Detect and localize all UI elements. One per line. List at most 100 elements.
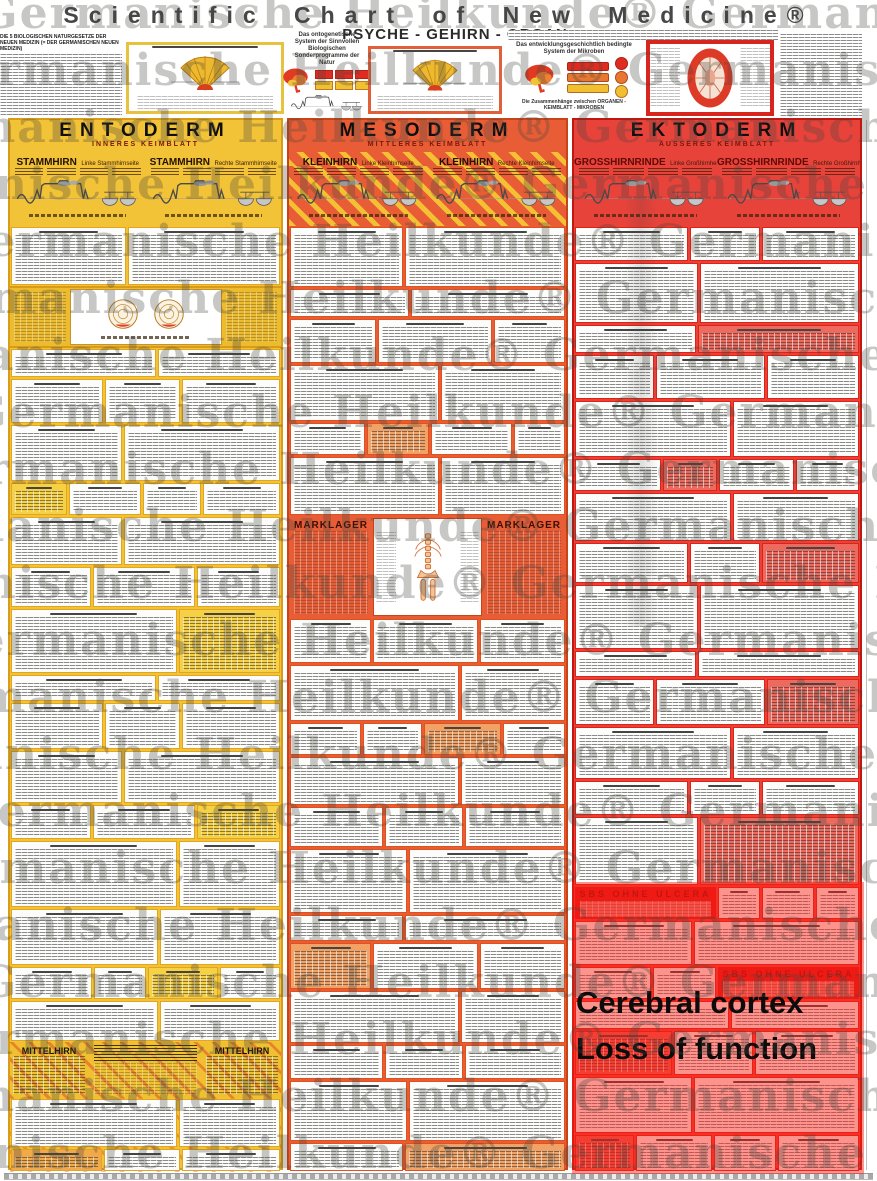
cell-grid-segment — [10, 348, 281, 908]
data-cell — [11, 349, 157, 377]
cell-grid-segment — [574, 920, 860, 966]
data-cell — [362, 723, 423, 755]
microbe-circle-red — [614, 57, 628, 70]
data-cell — [290, 915, 404, 941]
column-entoderm: ENTODERM INNERES KEIMBLATT STAMMHIRN Lin… — [8, 118, 283, 1172]
data-cell — [158, 675, 280, 701]
data-cell — [409, 1081, 565, 1141]
data-cell — [655, 355, 766, 399]
fan-box-text — [377, 96, 493, 111]
scallop-fan-icon — [395, 54, 475, 96]
data-cell — [699, 585, 859, 649]
box-text-right — [740, 48, 770, 108]
data-cell — [575, 781, 688, 815]
data-cell — [123, 425, 280, 481]
data-cell — [815, 887, 859, 919]
marklager-label-right: MARKLAGER — [487, 520, 561, 531]
data-cell — [575, 493, 731, 541]
mesoderm-subtitle: MITTLERES KEIMBLATT — [367, 141, 488, 148]
brain-side-icon — [280, 67, 314, 93]
laws-heading: DIE 5 BIOLOGISCHEN NATURGESETZE DER NEUE… — [0, 34, 119, 52]
data-cell — [694, 921, 859, 965]
data-cell — [11, 675, 157, 701]
data-cell — [575, 1135, 635, 1171]
column-mesoderm: MESODERM MITTLERES KEIMBLATT KLEINHIRN L… — [287, 118, 568, 1171]
data-cell — [11, 483, 68, 515]
data-cell — [440, 457, 565, 515]
data-cell — [290, 365, 439, 421]
data-cell — [196, 805, 280, 839]
data-cell — [575, 1031, 672, 1075]
data-cell — [778, 1135, 859, 1171]
two-phase-wave-icon — [290, 93, 364, 115]
data-cell — [11, 805, 91, 839]
data-cell — [94, 967, 146, 999]
data-cell — [575, 921, 693, 965]
data-cell — [11, 227, 126, 285]
kleinhirn-fan-box — [368, 46, 502, 114]
data-cell — [290, 1045, 383, 1079]
yellow-block — [315, 81, 333, 90]
red-block — [335, 70, 353, 79]
data-cell — [730, 1001, 859, 1029]
stammhirn-right-header: STAMMHIRN Rechte Stammhirnseite — [149, 157, 277, 166]
brain-diagram-box — [69, 289, 222, 345]
data-cell — [290, 289, 409, 317]
two-phase-wave-icon — [13, 178, 143, 212]
data-cell — [160, 909, 280, 965]
data-cell — [11, 703, 103, 749]
column-ektoderm: EKTODERM ÄUSSERES KEIMBLATT GROSSHIRNRIN… — [572, 118, 864, 1174]
data-cell — [104, 379, 180, 423]
kleinhirn-left-header: KLEINHIRN Linke Kleinhirnseite — [302, 157, 414, 166]
data-cell — [11, 841, 177, 907]
data-cell — [405, 1143, 565, 1171]
data-cell — [178, 841, 280, 907]
mesoderm-wave-band — [289, 166, 566, 226]
cell-grid-segment — [10, 908, 281, 1042]
data-cell — [290, 1143, 404, 1171]
data-cell — [384, 807, 463, 847]
data-cell — [575, 263, 698, 323]
marklager-band: MARKLAGER MARKLAGER — [289, 516, 566, 618]
data-cell — [290, 1081, 408, 1141]
data-cell — [796, 459, 859, 491]
data-cell — [11, 567, 91, 607]
data-cell — [479, 619, 565, 663]
data-cell — [575, 1001, 729, 1029]
data-cell — [761, 227, 860, 261]
data-cell — [461, 665, 565, 721]
data-cell — [575, 817, 698, 885]
data-cell — [11, 909, 159, 965]
brain-side-icon — [521, 63, 561, 93]
data-cell — [713, 1135, 776, 1171]
mittelhirn-label-left: MITTELHIRN — [21, 1046, 77, 1056]
data-cell — [181, 379, 280, 423]
data-cell — [290, 423, 366, 455]
grosshirn-cross-section-box — [646, 40, 774, 116]
microbe-circle-orange — [614, 71, 628, 84]
data-cell — [513, 423, 565, 455]
data-cell — [290, 619, 372, 663]
data-cell — [732, 727, 859, 779]
data-cell — [699, 817, 859, 885]
mittelhirn-band: MITTELHIRN MITTELHIRN — [10, 1042, 281, 1098]
data-cell — [384, 1045, 463, 1079]
data-cell — [689, 543, 760, 583]
data-cell — [699, 263, 859, 323]
note-lines — [508, 30, 778, 40]
data-cell — [698, 651, 859, 677]
data-cell — [290, 457, 439, 515]
data-cell — [69, 483, 141, 515]
data-cell — [92, 805, 195, 839]
data-cell — [290, 807, 383, 847]
data-cell — [732, 401, 859, 457]
data-cell — [367, 423, 430, 455]
sbs-ohne-ulcera-bar: SBS OHNE ULCERA — [575, 887, 716, 919]
data-cell — [718, 887, 760, 919]
data-cell — [636, 1135, 712, 1171]
brainstem-diagram-band — [10, 286, 281, 348]
stammhirn-fan-box — [126, 42, 284, 114]
data-cell — [575, 355, 654, 399]
data-cell — [290, 227, 404, 287]
